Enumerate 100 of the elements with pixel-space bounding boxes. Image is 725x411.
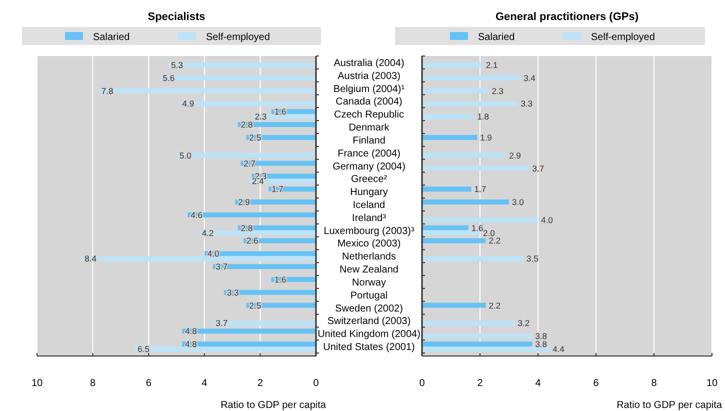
bar [422, 75, 521, 80]
data-label: 4.6 [190, 210, 203, 220]
bar [422, 320, 515, 326]
data-label: 1.7 [474, 184, 486, 194]
y-tick-label: Hungary [350, 187, 388, 198]
legend-label: Self-employed [206, 32, 270, 43]
y-tick-label: Australia (2004) [334, 58, 404, 69]
bar [422, 342, 532, 347]
data-label: 3.3 [226, 287, 240, 298]
data-label: 2.3 [492, 86, 504, 96]
bar [422, 101, 518, 106]
bar [422, 152, 506, 158]
bar [188, 212, 316, 218]
y-tick-label: United States (2001) [323, 342, 415, 354]
data-label: 4.0 [207, 248, 220, 259]
y-tick-label: Portugal [350, 290, 388, 302]
data-label: 3.7 [532, 163, 544, 174]
y-tick-label: Switzerland (2003) [327, 316, 411, 328]
bar [422, 186, 472, 192]
y-tick-label: New Zealand [340, 264, 398, 276]
y-tick-label: France (2004) [338, 148, 400, 160]
y-tick-label: Canada (2004) [336, 96, 402, 108]
chart-title: Specialists [148, 11, 206, 23]
bar [182, 328, 316, 334]
data-label: 3.3 [520, 98, 533, 109]
data-label: 1.8 [477, 112, 490, 122]
data-label: 1.7 [272, 184, 284, 194]
x-tick-label: 10 [706, 378, 718, 389]
data-label: 5.0 [180, 150, 192, 160]
bar [82, 256, 316, 262]
legend-label: Self-employed [591, 32, 655, 43]
y-tick-label: Iceland [352, 200, 386, 211]
bar [422, 302, 486, 308]
y-tick-label: Denmark [348, 122, 390, 134]
data-label: 3.5 [526, 254, 539, 264]
data-label: 3.4 [524, 72, 536, 83]
bar [182, 342, 316, 347]
data-label: 2.6 [246, 236, 259, 246]
y-tick-label: Ireland³ [352, 212, 387, 224]
y-tick-label: Mexico (2003) [337, 238, 401, 250]
x-axis-title: Ratio to GDP per capita [616, 400, 722, 411]
bar [422, 238, 486, 244]
data-label: 2.1 [486, 60, 498, 70]
bar [422, 62, 483, 68]
data-label: 2.8 [240, 120, 253, 130]
bar [134, 346, 316, 352]
bar [422, 114, 474, 120]
bar [422, 225, 468, 230]
data-label: 4.8 [185, 326, 198, 336]
bar [422, 346, 550, 352]
bar [179, 101, 316, 106]
data-label: 4.8 [185, 339, 198, 350]
legend-label: Salaried [478, 32, 515, 43]
data-label: 2.5 [249, 300, 262, 310]
bar [422, 256, 524, 262]
y-tick-label: Norway [352, 277, 386, 288]
data-label: 1.6 [471, 222, 484, 233]
x-tick-label: 8 [90, 378, 96, 389]
x-tick-label: 2 [477, 378, 484, 389]
y-tick-label: Czech Republic [334, 110, 404, 121]
data-label: 3.0 [512, 197, 524, 207]
x-tick-label: 0 [419, 378, 426, 389]
data-label: 5.3 [171, 60, 184, 70]
data-label: 4.0 [541, 214, 554, 225]
chart-title: General practitioners (GPs) [495, 11, 639, 23]
x-tick-label: 4 [202, 378, 208, 389]
y-tick-label: Austria (2003) [338, 70, 400, 82]
data-label: 1.6 [274, 106, 286, 117]
y-tick-label: Netherlands [342, 252, 396, 263]
y-tick-label: Greece² [350, 174, 388, 186]
x-axis-title: Ratio to GDP per capita [220, 400, 326, 411]
data-label: 2.2 [488, 300, 501, 310]
data-label: 2.2 [488, 236, 501, 246]
x-tick-label: 0 [313, 378, 320, 389]
y-tick-label: Luxembourg (2003)³ [324, 226, 415, 237]
bar [422, 166, 530, 171]
y-tick-label: Sweden (2002) [335, 303, 403, 314]
data-label: 2.9 [238, 197, 250, 207]
data-label: 3.8 [535, 331, 548, 342]
data-label: 2.9 [509, 150, 522, 160]
data-label: 3.8 [535, 339, 548, 350]
data-label: 8.4 [84, 254, 97, 264]
data-label: 5.6 [162, 72, 175, 83]
bar [422, 134, 478, 140]
y-tick-label: Belgium (2004)¹ [333, 84, 406, 95]
bar [98, 88, 316, 94]
x-tick-label: 6 [593, 378, 600, 389]
y-tick-label: United Kingdom (2004) [318, 329, 420, 340]
data-label: 1.6 [274, 274, 286, 284]
data-label: 4.4 [552, 344, 565, 354]
data-label: 2.3 [254, 112, 267, 122]
data-label: 2.5 [249, 132, 262, 142]
data-label: 4.9 [182, 98, 194, 109]
data-label: 2.0 [483, 228, 496, 238]
y-tick-label: Germany (2004) [332, 161, 406, 172]
x-tick-label: 10 [31, 378, 43, 389]
bar [176, 152, 316, 158]
data-label: 3.7 [216, 262, 228, 272]
data-label: 2.7 [244, 158, 256, 168]
data-label: 3.7 [216, 318, 228, 328]
